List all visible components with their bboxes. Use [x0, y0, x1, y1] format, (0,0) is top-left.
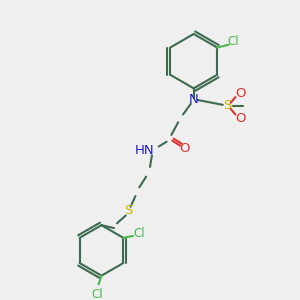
Text: Cl: Cl	[133, 227, 145, 240]
Text: O: O	[235, 112, 245, 125]
Text: HN: HN	[134, 144, 154, 157]
Text: Cl: Cl	[92, 288, 103, 300]
Text: S: S	[124, 204, 133, 217]
Text: O: O	[235, 87, 245, 100]
Text: S: S	[224, 99, 232, 112]
Text: N: N	[189, 94, 199, 106]
Text: O: O	[180, 142, 190, 155]
Text: Cl: Cl	[227, 35, 239, 48]
